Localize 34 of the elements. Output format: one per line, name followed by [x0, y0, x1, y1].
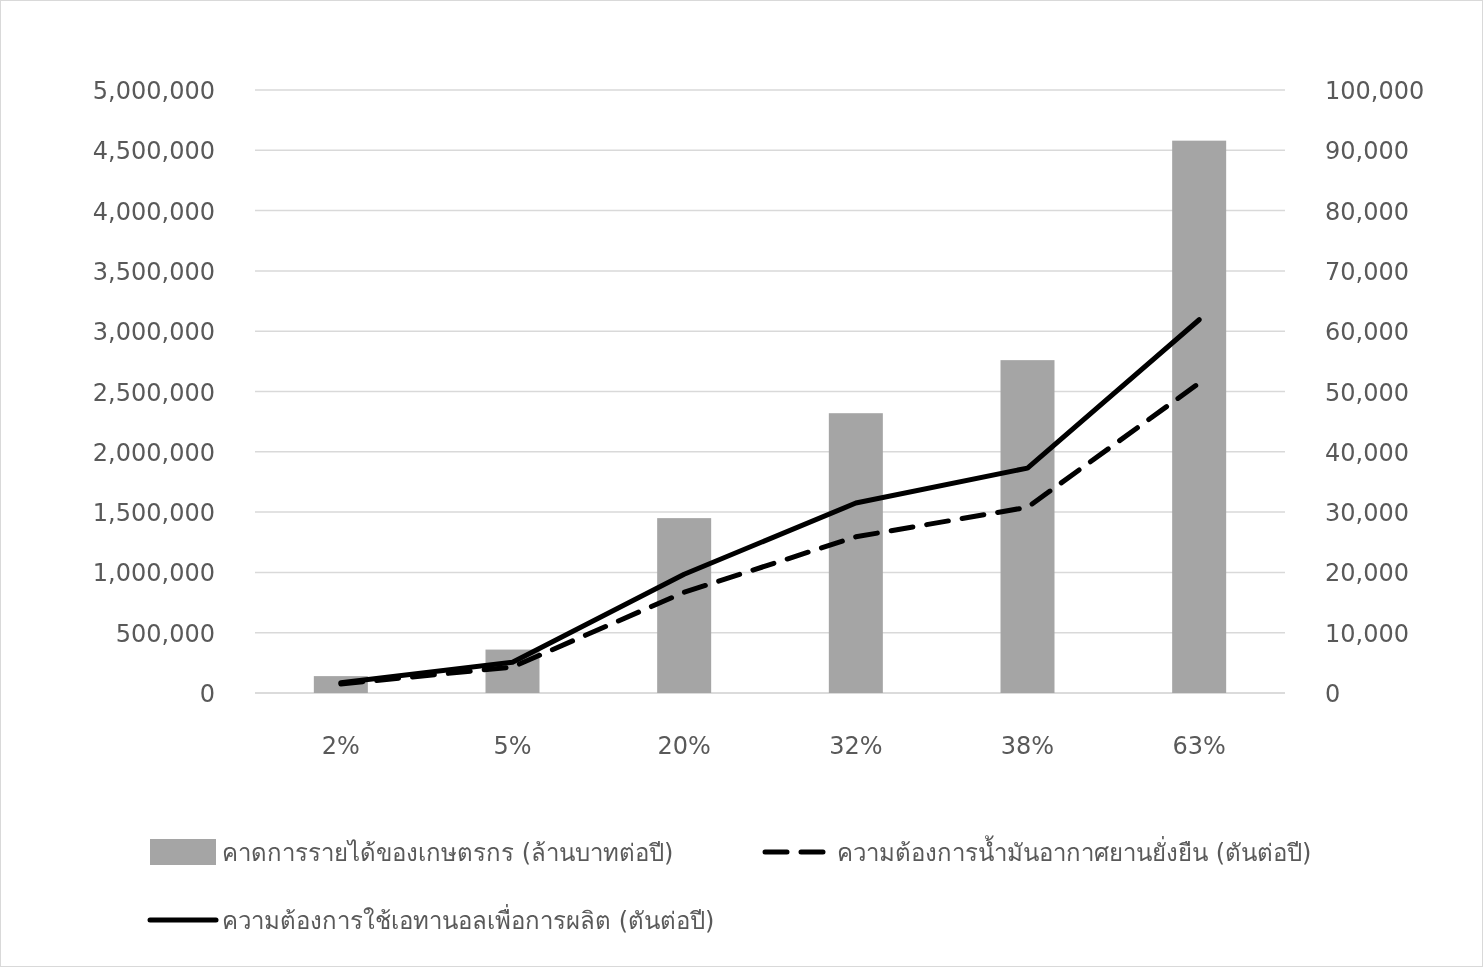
- y-tick-label: 1,000,000: [92, 559, 215, 588]
- y2-tick-label: 0: [1325, 680, 1341, 708]
- bar: [828, 413, 883, 693]
- y-tick-label: 500,000: [115, 619, 215, 648]
- bar: [657, 518, 712, 693]
- legend-label: ความต้องการใช้เอทานอลเพื่อการผลิต (ตันต่อปี): [222, 904, 715, 935]
- y2-tick-label: 60,000: [1325, 318, 1409, 347]
- y-tick-label: 1,500,000: [92, 499, 215, 528]
- y-tick-label: 4,500,000: [92, 137, 215, 166]
- y2-tick-label: 100,000: [1325, 77, 1425, 105]
- legend-label: ความต้องการน้ำมันอากาศยานยั่งยืน (ตันต่อปี): [837, 835, 1312, 867]
- y-tick-label: 4,000,000: [92, 197, 215, 226]
- x-tick-label: 2%: [321, 732, 360, 760]
- y2-tick-label: 20,000: [1325, 559, 1409, 588]
- x-tick-label: 20%: [657, 732, 711, 760]
- y2-tick-label: 10,000: [1325, 619, 1409, 648]
- y2-tick-label: 70,000: [1325, 257, 1409, 286]
- y-tick-label: 2,000,000: [92, 438, 215, 467]
- x-tick-label: 63%: [1172, 732, 1226, 760]
- y2-tick-label: 30,000: [1325, 499, 1409, 528]
- y2-tick-label: 90,000: [1325, 137, 1409, 166]
- x-tick-label: 38%: [1000, 732, 1055, 760]
- y2-tick-label: 40,000: [1325, 438, 1409, 467]
- y-tick-label: 2,500,000: [92, 378, 215, 407]
- x-tick-label: 32%: [829, 732, 883, 760]
- y-tick-label: 3,500,000: [92, 257, 215, 286]
- y2-tick-label: 50,000: [1325, 378, 1409, 407]
- y-tick-label: 0: [199, 680, 215, 708]
- y-tick-label: 3,000,000: [92, 318, 215, 347]
- y-tick-label: 5,000,000: [92, 77, 215, 105]
- x-tick-label: 5%: [493, 732, 532, 760]
- bar: [1172, 140, 1227, 693]
- bar: [1000, 360, 1055, 693]
- y2-tick-label: 80,000: [1325, 197, 1409, 226]
